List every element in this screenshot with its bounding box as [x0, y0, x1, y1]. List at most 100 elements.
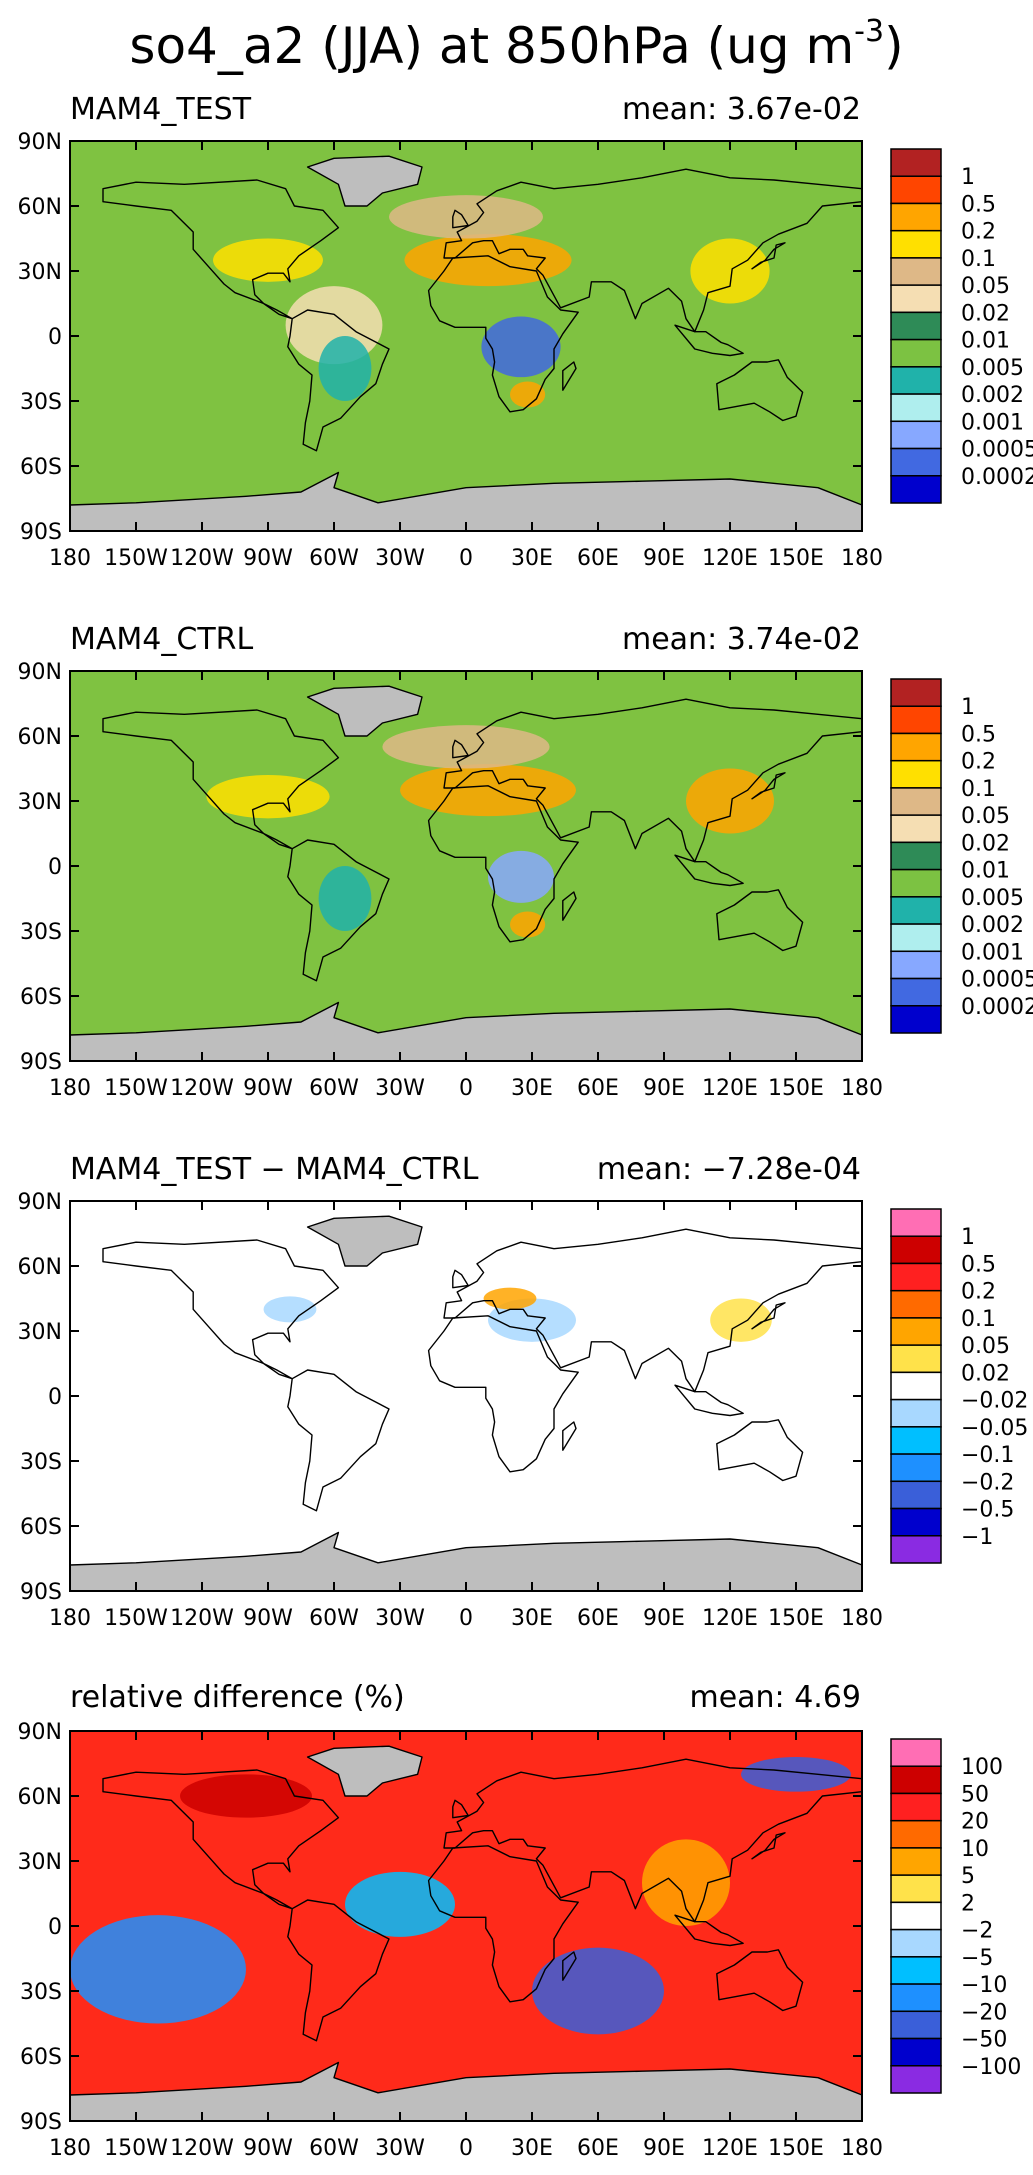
y-tick-label: 30N: [18, 260, 62, 285]
colorbar-swatch: [890, 1398, 942, 1428]
x-tick-label: 30W: [375, 546, 425, 571]
y-tick-label: 60N: [18, 1785, 62, 1810]
japan-coastline: [751, 1302, 786, 1330]
field-contour-region: [70, 1915, 246, 2024]
greenland-coastline: [306, 155, 423, 207]
x-tick-label: 0: [459, 1076, 473, 1101]
colorbar-swatch: [890, 1535, 942, 1564]
panel-2-mean: mean: 3.74e-02: [622, 622, 861, 657]
y-tick-label: 90S: [20, 2110, 62, 2135]
y-tick-label: 90N: [18, 1720, 62, 1745]
y-tick-label: 0: [48, 325, 62, 350]
x-tick-label: 60W: [309, 2136, 359, 2161]
field-contour-region: [481, 316, 561, 378]
colorbar-swatch: [890, 1847, 942, 1876]
colorbar-level-label: 0.5: [961, 192, 996, 217]
x-tick-label: 180: [49, 2136, 91, 2161]
x-tick-label: 60W: [309, 1606, 359, 1631]
field-contour-region: [488, 850, 554, 903]
field-contour-region: [483, 1287, 537, 1310]
colorbar-level-label: 0.1: [961, 1307, 996, 1332]
colorbar-level-label: 0.005: [961, 356, 1024, 381]
x-tick-label: 60E: [577, 2136, 619, 2161]
y-tick-label: 30S: [20, 390, 62, 415]
colorbar-swatch: [890, 338, 942, 368]
y-tick-label: 0: [48, 1915, 62, 1940]
y-tick-label: 60S: [20, 985, 62, 1010]
colorbar-swatch: [890, 1765, 942, 1795]
colorbar-swatch: [890, 1005, 942, 1034]
colorbar-swatch: [890, 311, 942, 341]
colorbar-swatch: [890, 1792, 942, 1822]
colorbar-level-label: 0.01: [961, 329, 1010, 354]
north-america-coastline: [102, 709, 340, 850]
x-tick-label: 90E: [643, 1606, 685, 1631]
colorbar-level-label: −0.5: [961, 1498, 1014, 1523]
colorbar-swatch: [890, 759, 942, 789]
colorbar-level-label: 0.001: [961, 410, 1024, 435]
colorbar-swatch: [890, 950, 942, 980]
colorbar-level-label: 1: [961, 695, 975, 720]
colorbar-swatch: [890, 814, 942, 844]
x-tick-label: 90E: [643, 2136, 685, 2161]
map-panel-4: 180 150W 120W 90W 60W 30W 0 30E 60E 90E 120E 150E 18…: [18, 1720, 883, 2161]
colorbar-level-label: 0.1: [961, 777, 996, 802]
south-america-coastline: [287, 309, 390, 452]
x-tick-label: 30W: [375, 2136, 425, 2161]
colorbar-level-label: 2: [961, 1891, 975, 1916]
x-tick-label: 180: [49, 546, 91, 571]
north-america-coastline: [102, 1769, 340, 1910]
colorbar-level-label: −100: [961, 2055, 1021, 2080]
australia-coastline: [716, 359, 804, 422]
colorbar-level-label: 0.02: [961, 831, 1010, 856]
x-tick-label: 180: [841, 1076, 883, 1101]
indonesia-coastline: [674, 854, 744, 887]
colorbar-swatch: [890, 202, 942, 232]
colorbar-swatch: [890, 284, 942, 314]
madagascar-coastline: [562, 361, 577, 391]
x-tick-label: 60W: [309, 1076, 359, 1101]
colorbar-swatch: [890, 1317, 942, 1346]
x-tick-label: 180: [841, 2136, 883, 2161]
colorbar-swatch: [890, 447, 942, 477]
y-tick-label: 90N: [18, 130, 62, 155]
uk-coastline: [452, 209, 469, 229]
x-tick-label: 180: [49, 1606, 91, 1631]
colorbar-level-label: 0.5: [961, 722, 996, 747]
x-tick-label: 180: [841, 1606, 883, 1631]
panel-4-mean: mean: 4.69: [689, 1680, 861, 1715]
indonesia-coastline: [674, 1384, 744, 1417]
x-tick-label: 180: [841, 546, 883, 571]
colorbar-level-label: 0.2: [961, 1280, 996, 1305]
x-tick-label: 30E: [511, 1076, 553, 1101]
colorbar-swatch: [890, 1901, 942, 1931]
colorbar-level-label: 0.02: [961, 1361, 1010, 1386]
australia-coastline: [716, 1419, 804, 1482]
colorbar-level-label: 1: [961, 1225, 975, 1250]
colorbar-level-label: −10: [961, 1973, 1007, 1998]
x-tick-label: 90E: [643, 546, 685, 571]
africa-coastline: [427, 1315, 579, 1473]
colorbar-swatch: [890, 475, 942, 504]
colorbar-swatch: [890, 1208, 942, 1237]
y-tick-label: 30N: [18, 1850, 62, 1875]
colorbar-level-label: 0.0005: [961, 968, 1033, 993]
x-tick-label: 120E: [702, 546, 758, 571]
field-contour-region: [532, 1947, 664, 2035]
y-tick-label: 90N: [18, 660, 62, 685]
colorbar-swatch: [890, 2065, 942, 2094]
x-tick-label: 180: [49, 1076, 91, 1101]
south-america-coastline: [287, 1369, 390, 1512]
y-tick-label: 60N: [18, 1255, 62, 1280]
field-contour-region: [741, 1757, 851, 1792]
colorbar-level-label: 0.2: [961, 750, 996, 775]
map-panel-3: 180 150W 120W 90W 60W 30W 0 30E 60E 90E 120E 150E 18…: [18, 1190, 883, 1631]
panel-2-title: MAM4_CTRL: [70, 622, 254, 657]
x-tick-label: 30E: [511, 546, 553, 571]
north-america-coastline: [102, 1239, 340, 1380]
colorbar-level-label: −0.05: [961, 1416, 1028, 1441]
colorbar-swatch: [890, 1738, 942, 1767]
field-contour-region: [509, 911, 546, 938]
panel-1-mean: mean: 3.67e-02: [622, 92, 861, 127]
